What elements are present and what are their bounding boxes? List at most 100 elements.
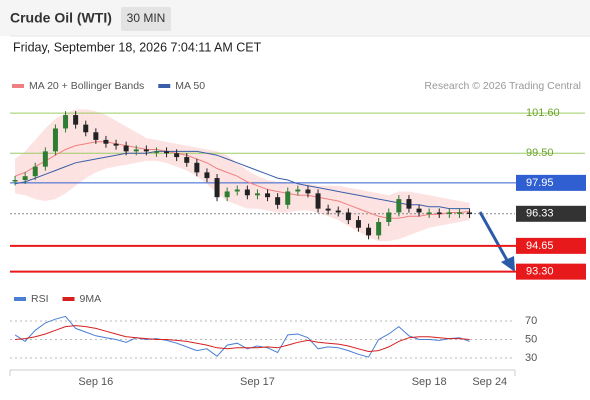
bollinger-band xyxy=(15,151,26,196)
forecast-arrowhead xyxy=(501,256,515,272)
timeframe[interactable]: 30 MIN xyxy=(127,11,166,25)
level-label: 93.30 xyxy=(526,266,554,278)
y-tick-label: 50 xyxy=(525,333,537,345)
candle xyxy=(396,199,402,213)
moving-average xyxy=(15,150,470,210)
bollinger-band xyxy=(65,109,76,194)
candle xyxy=(265,193,271,198)
bollinger-band xyxy=(338,185,349,226)
bollinger-band xyxy=(318,185,329,217)
legend-swatch xyxy=(12,84,24,88)
candle xyxy=(174,153,180,158)
candle xyxy=(123,145,129,152)
bollinger-band xyxy=(237,162,248,209)
bollinger-band xyxy=(439,197,450,226)
bollinger-band xyxy=(217,151,228,201)
bollinger-band xyxy=(287,181,298,213)
candle xyxy=(184,157,190,163)
timeframe-box[interactable] xyxy=(121,7,171,31)
candle xyxy=(204,172,210,179)
candle xyxy=(325,208,331,211)
y-tick-label: 30 xyxy=(525,352,537,364)
bollinger-band xyxy=(277,181,288,213)
candle xyxy=(315,193,321,209)
candle xyxy=(234,189,240,192)
bollinger-band xyxy=(257,176,268,211)
x-tick-label: Sep 17 xyxy=(240,376,275,388)
bollinger-band xyxy=(227,155,238,205)
candle xyxy=(83,124,89,133)
source: Research © 2026 Trading Central xyxy=(424,80,581,92)
level-label-box xyxy=(516,263,586,280)
candle xyxy=(275,197,281,205)
candle xyxy=(386,212,392,222)
candle xyxy=(436,212,442,214)
candle xyxy=(214,178,220,198)
bollinger-band xyxy=(176,143,187,171)
candle xyxy=(406,199,412,209)
y-tick-label: 70 xyxy=(525,315,537,327)
legend-swatch xyxy=(62,297,75,301)
candle xyxy=(305,189,311,194)
candle xyxy=(22,176,28,180)
candle xyxy=(93,132,99,140)
candle xyxy=(416,208,422,213)
bollinger-band xyxy=(267,180,278,213)
level-label: 101.60 xyxy=(526,107,560,119)
indicator-line xyxy=(14,315,470,358)
candle xyxy=(224,191,230,198)
bollinger-band xyxy=(348,187,359,232)
legend-label: MA 20 + Bollinger Bands xyxy=(29,80,144,92)
candle xyxy=(32,166,38,177)
bollinger-band xyxy=(429,195,440,228)
candle xyxy=(376,222,382,236)
legend-label: MA 50 xyxy=(175,80,205,92)
candle xyxy=(244,189,250,196)
candle xyxy=(345,212,351,221)
bollinger-band xyxy=(45,118,56,201)
bollinger-band xyxy=(368,191,379,242)
x-tick-label: Sep 18 xyxy=(412,376,447,388)
level-label: 99.50 xyxy=(526,147,554,159)
level-label-box xyxy=(516,174,586,191)
candle xyxy=(194,162,200,173)
bollinger-band xyxy=(307,183,319,213)
candle xyxy=(42,151,48,167)
candle xyxy=(295,189,301,192)
bollinger-band xyxy=(55,113,66,200)
indicator-line xyxy=(15,325,470,353)
candle xyxy=(52,128,58,152)
candle xyxy=(355,220,361,228)
candle xyxy=(446,212,452,214)
candle xyxy=(133,149,139,152)
bollinger-band xyxy=(449,199,460,224)
candle xyxy=(143,149,149,152)
bollinger-band xyxy=(419,193,430,232)
candle xyxy=(153,151,159,153)
datetime: Friday, September 18, 2026 7:04:11 AM CE… xyxy=(13,40,262,54)
forecast-arrow xyxy=(478,211,510,263)
level-label-box xyxy=(516,205,586,222)
bollinger-band xyxy=(297,183,308,211)
bollinger-band xyxy=(247,170,258,209)
legend-label: RSI xyxy=(31,293,49,305)
x-tick-label: Sep 16 xyxy=(78,376,113,388)
x-tick-label: Sep 24 xyxy=(472,376,507,388)
level-label-box xyxy=(516,237,586,254)
level-label: 96.33 xyxy=(526,208,554,220)
candle xyxy=(113,143,119,146)
candle xyxy=(63,115,69,129)
legend-label: 9MA xyxy=(80,293,102,305)
candle xyxy=(12,180,18,182)
candle xyxy=(426,212,432,214)
moving-average xyxy=(14,141,470,219)
bollinger-band xyxy=(388,191,399,242)
bollinger-band xyxy=(136,132,147,163)
bollinger-band xyxy=(398,191,409,240)
legend-swatch xyxy=(158,84,171,88)
candle xyxy=(254,193,260,196)
bollinger-band xyxy=(75,109,86,186)
candle xyxy=(456,212,462,214)
candle xyxy=(285,191,291,205)
